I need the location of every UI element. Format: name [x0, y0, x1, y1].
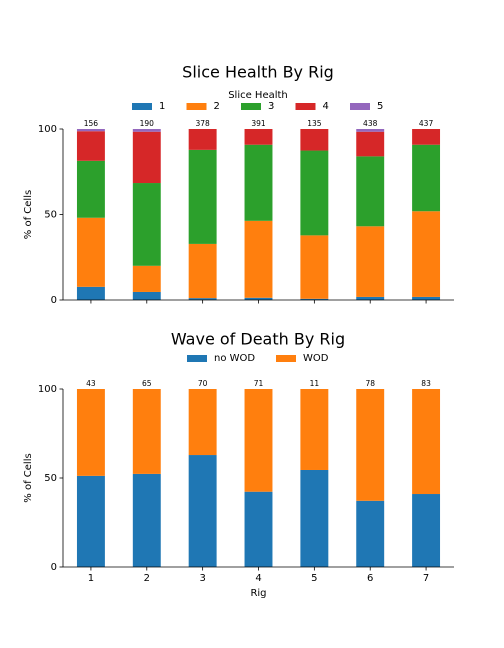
- bar-rig-3-series-no-WOD: [188, 455, 217, 567]
- count-label: 78: [365, 379, 375, 388]
- x-tick-label: 3: [199, 573, 205, 584]
- count-label: 135: [307, 119, 322, 128]
- bar-rig-6-series-1: [356, 296, 385, 300]
- bar-rig-4-series-4: [244, 129, 273, 145]
- bar-rig-3-series-3: [188, 149, 217, 244]
- bar-rig-7-series-WOD: [412, 389, 441, 495]
- count-label: 437: [419, 119, 434, 128]
- chart-title: Wave of Death By Rig: [171, 330, 345, 349]
- legend-swatch-WOD: [276, 355, 296, 362]
- legend-swatch-3: [241, 103, 261, 110]
- bar-rig-5-series-1: [300, 298, 329, 300]
- bar-rig-4-series-WOD: [244, 389, 273, 492]
- count-label: 83: [421, 379, 431, 388]
- legend-label: 3: [268, 101, 274, 112]
- bar-rig-7-series-4: [412, 129, 441, 145]
- y-tick-label: 100: [38, 124, 57, 135]
- legend-label: 1: [159, 101, 165, 112]
- bar-rig-2-series-3: [132, 183, 161, 266]
- bar-rig-6-series-4: [356, 131, 385, 157]
- legend-swatch-1: [132, 103, 152, 110]
- legend-swatch-2: [186, 103, 207, 110]
- bar-rig-4-series-3: [244, 144, 273, 221]
- bar-rig-1-series-1: [76, 286, 105, 300]
- bar-rig-2-series-1: [132, 291, 161, 300]
- chart-1: Slice Health By Rig Slice Health 1 2 3 4 5 156 1…: [23, 63, 454, 306]
- bar-rig-1-series-3: [76, 160, 105, 218]
- x-tick-label: 2: [144, 573, 150, 584]
- bar-rig-6-series-WOD: [356, 389, 385, 501]
- y-tick-label: 50: [44, 473, 57, 484]
- count-label: 190: [140, 119, 155, 128]
- bar-rig-2-series-WOD: [132, 389, 161, 474]
- count-label: 43: [86, 379, 96, 388]
- bar-rig-5-series-3: [300, 150, 329, 236]
- y-axis-label: % of Cells: [23, 190, 34, 239]
- bar-rig-3-series-2: [188, 243, 217, 299]
- x-tick-label: 6: [367, 573, 373, 584]
- y-tick-label: 0: [51, 295, 57, 306]
- bar-rig-3-series-1: [188, 298, 217, 300]
- bar-rig-1-series-no-WOD: [76, 475, 105, 567]
- legend-label: 2: [214, 101, 220, 112]
- x-tick-label: 1: [88, 573, 94, 584]
- bar-rig-7-series-1: [412, 296, 441, 300]
- legend-swatch-4: [295, 103, 316, 110]
- bar-rig-5-series-4: [300, 129, 329, 151]
- count-label: 65: [142, 379, 152, 388]
- x-tick-label: 4: [255, 573, 261, 584]
- bar-rig-5-series-no-WOD: [300, 469, 329, 567]
- bar-rig-6-series-5: [356, 129, 385, 132]
- bar-rig-6-series-2: [356, 226, 385, 297]
- legend-swatch-5: [350, 103, 370, 110]
- bar-rig-1-series-5: [76, 129, 105, 132]
- legend-label: 4: [323, 101, 329, 112]
- legend-title: Slice Health: [228, 90, 288, 101]
- bar-rig-5-series-2: [300, 235, 329, 299]
- legend-label: no WOD: [214, 353, 255, 364]
- bar-rig-2-series-no-WOD: [132, 473, 161, 567]
- bar-rig-2-series-4: [132, 131, 161, 184]
- count-label: 156: [84, 119, 99, 128]
- x-tick-label: 7: [423, 573, 429, 584]
- y-tick-label: 50: [44, 210, 57, 221]
- count-label: 11: [310, 379, 320, 388]
- count-label: 71: [254, 379, 264, 388]
- count-label: 378: [195, 119, 210, 128]
- bar-rig-1-series-2: [76, 217, 105, 287]
- count-label: 391: [251, 119, 266, 128]
- legend-label: WOD: [303, 353, 329, 364]
- y-tick-label: 0: [51, 562, 57, 573]
- bar-rig-4-series-2: [244, 220, 273, 298]
- bar-rig-2-series-5: [132, 129, 161, 132]
- bar-rig-1-series-4: [76, 131, 105, 161]
- y-axis-label: % of Cells: [23, 453, 34, 502]
- bar-rig-6-series-3: [356, 156, 385, 227]
- legend-swatch-no-WOD: [187, 355, 207, 362]
- bar-rig-4-series-no-WOD: [244, 491, 273, 567]
- bar-rig-7-series-3: [412, 144, 441, 212]
- bar-rig-3-series-4: [188, 129, 217, 150]
- x-axis-label: Rig: [250, 588, 266, 599]
- chart-title: Slice Health By Rig: [182, 63, 334, 82]
- bar-rig-7-series-2: [412, 211, 441, 297]
- bar-rig-7-series-no-WOD: [412, 494, 441, 567]
- bar-rig-5-series-WOD: [300, 389, 329, 470]
- x-tick-label: 5: [311, 573, 317, 584]
- bar-rig-6-series-no-WOD: [356, 500, 385, 567]
- count-label: 438: [363, 119, 378, 128]
- bar-rig-4-series-1: [244, 297, 273, 300]
- count-label: 70: [198, 379, 208, 388]
- bar-rig-1-series-WOD: [76, 389, 105, 476]
- legend: 1 2 3 4 5: [132, 101, 383, 112]
- y-tick-label: 100: [38, 384, 57, 395]
- bar-rig-3-series-WOD: [188, 389, 217, 456]
- legend-label: 5: [377, 101, 383, 112]
- bar-rig-2-series-2: [132, 265, 161, 292]
- legend: no WOD WOD: [187, 353, 329, 364]
